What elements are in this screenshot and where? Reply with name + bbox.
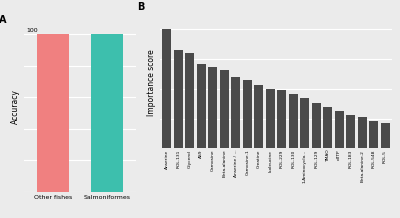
Bar (358, 117, 367, 148)
Bar (220, 70, 229, 148)
Y-axis label: Importance score: Importance score (147, 49, 156, 116)
Bar (346, 115, 355, 148)
Bar (312, 103, 321, 148)
Bar (266, 89, 275, 148)
Text: A: A (0, 15, 7, 25)
Bar (37, 34, 69, 192)
Bar (289, 94, 298, 148)
Bar (254, 85, 263, 148)
Bar (231, 77, 240, 148)
Bar (174, 49, 183, 148)
Bar (185, 53, 194, 148)
Bar (277, 90, 286, 148)
Bar (162, 29, 172, 148)
Text: B: B (137, 2, 144, 12)
Text: 100: 100 (27, 28, 38, 33)
Bar (300, 98, 309, 148)
Y-axis label: Accuracy: Accuracy (11, 89, 20, 124)
Bar (91, 34, 123, 192)
Bar (380, 123, 390, 148)
Bar (208, 67, 218, 148)
Bar (334, 111, 344, 148)
Bar (197, 64, 206, 148)
Bar (323, 107, 332, 148)
Bar (369, 121, 378, 148)
Bar (243, 80, 252, 148)
